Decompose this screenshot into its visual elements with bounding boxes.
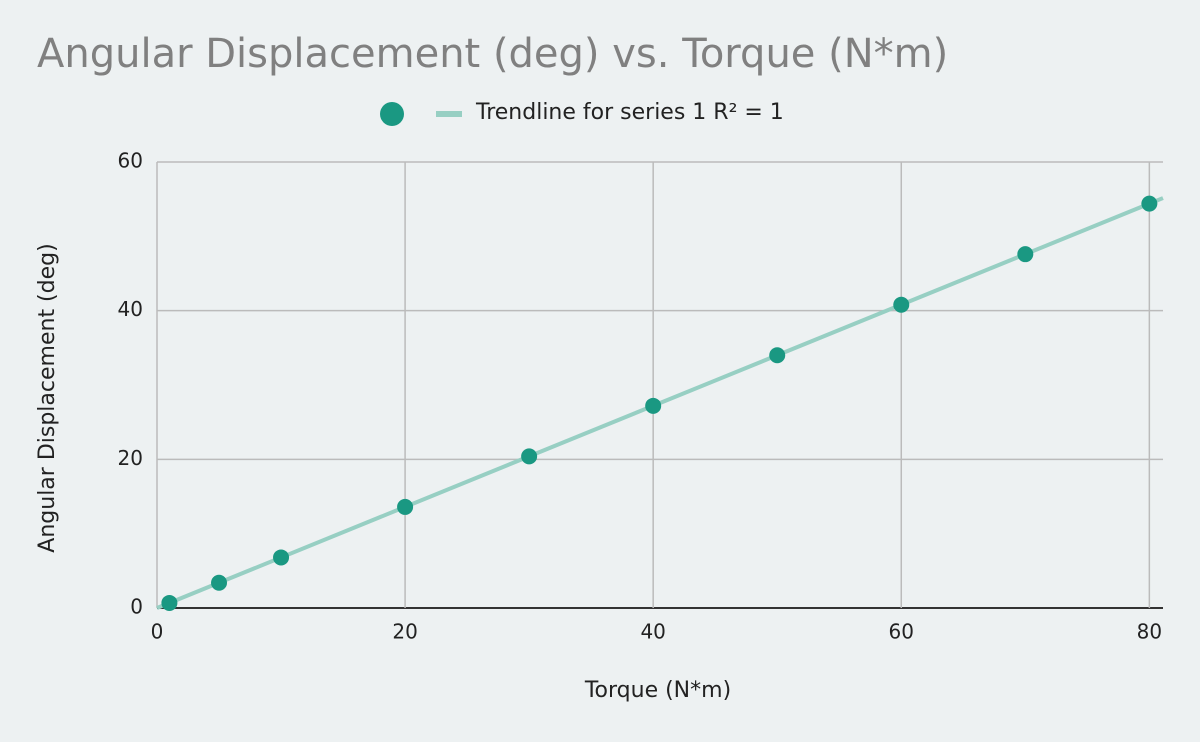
scatter-point bbox=[769, 347, 786, 364]
y-tick-label: 60 bbox=[118, 149, 143, 173]
scatter-point bbox=[521, 448, 538, 465]
scatter-point bbox=[1017, 246, 1034, 263]
x-tick-label: 80 bbox=[1137, 620, 1162, 644]
scatter-point bbox=[161, 594, 178, 611]
y-tick-label: 0 bbox=[130, 595, 143, 619]
x-tick-label: 0 bbox=[151, 620, 164, 644]
legend-marker bbox=[380, 102, 404, 126]
scatter-point bbox=[893, 296, 910, 313]
scatter-point bbox=[645, 397, 662, 414]
x-axis-title: Torque (N*m) bbox=[584, 678, 731, 703]
x-tick-label: 60 bbox=[889, 620, 914, 644]
x-tick-label: 20 bbox=[392, 620, 417, 644]
y-axis-title: Angular Displacement (deg) bbox=[35, 243, 60, 552]
y-tick-label: 40 bbox=[118, 297, 143, 321]
x-tick-label: 40 bbox=[640, 620, 665, 644]
scatter-point bbox=[1141, 195, 1158, 212]
y-tick-label: 20 bbox=[118, 446, 143, 470]
legend-label: Trendline for series 1 R² = 1 bbox=[475, 100, 784, 125]
scatter-point bbox=[273, 549, 290, 566]
scatter-point bbox=[397, 498, 414, 515]
scatter-point bbox=[211, 574, 228, 591]
chart-title: Angular Displacement (deg) vs. Torque (N… bbox=[37, 31, 948, 77]
